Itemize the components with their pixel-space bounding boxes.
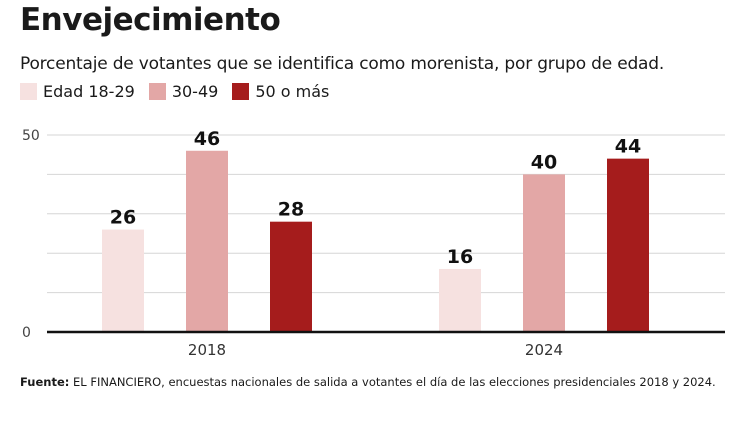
bar-chart: 0 50 26 46 28 2018 16 40 44 2024 [22, 128, 725, 359]
bar [102, 229, 144, 332]
x-category-label: 2024 [525, 341, 563, 359]
legend-item-30-49: 30-49 [148, 82, 219, 101]
source-note: Fuente: EL FINANCIERO, encuestas naciona… [20, 374, 720, 391]
y-tick-label: 50 [22, 128, 40, 144]
y-tick-label: 0 [22, 325, 31, 341]
legend-item-50-plus: 50 o más [232, 82, 329, 101]
bar-value-label: 46 [194, 128, 220, 150]
legend: Edad 18-29 30-49 50 o más [20, 82, 329, 101]
bar-value-label: 26 [110, 207, 136, 229]
chart-title: Envejecimiento [20, 2, 281, 38]
bar-value-label: 16 [447, 246, 473, 268]
x-category-label: 2018 [188, 341, 226, 359]
legend-item-18-29: Edad 18-29 [20, 82, 135, 101]
legend-swatch-50-plus [232, 83, 250, 100]
chart-subtitle: Porcentaje de votantes que se identifica… [20, 54, 665, 74]
bar-value-label: 28 [278, 199, 304, 221]
bar [270, 221, 312, 332]
legend-label-50-plus: 50 o más [255, 82, 330, 101]
source-text: EL FINANCIERO, encuestas nacionales de s… [73, 375, 716, 389]
bar [439, 268, 481, 332]
bar-value-label: 44 [615, 136, 641, 158]
legend-label-18-29: Edad 18-29 [43, 82, 135, 101]
legend-label-30-49: 30-49 [171, 82, 219, 101]
bar [607, 158, 649, 332]
bar [186, 150, 228, 332]
legend-swatch-30-49 [148, 83, 166, 100]
bar [523, 174, 565, 332]
source-label: Fuente: [20, 375, 70, 389]
legend-swatch-18-29 [20, 83, 37, 100]
bar-value-label: 40 [531, 151, 557, 173]
